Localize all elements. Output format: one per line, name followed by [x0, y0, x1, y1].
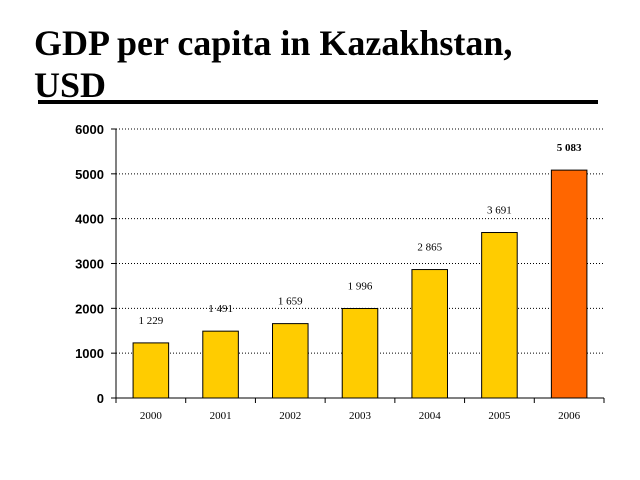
x-tick-label-2000: 2000	[140, 410, 163, 422]
bar-2002	[272, 323, 309, 399]
data-label-2003: 1 996	[348, 281, 373, 293]
y-tick-label: 1000	[75, 346, 104, 361]
y-tick-label: 5000	[75, 167, 104, 182]
x-tick-label-2005: 2005	[488, 410, 511, 422]
x-tick-label-2002: 2002	[279, 410, 301, 422]
x-tick-label-2006: 2006	[558, 410, 581, 422]
x-tick-label-2004: 2004	[419, 410, 442, 422]
data-label-2002: 1 659	[278, 296, 303, 308]
y-tick-label: 6000	[75, 122, 104, 137]
data-label-2005: 3 691	[487, 205, 512, 217]
bar-2003	[341, 308, 379, 399]
y-tick-label: 3000	[75, 257, 104, 272]
title-line-2: USD	[34, 65, 107, 105]
x-tick-label-2003: 2003	[349, 410, 372, 422]
bar-2004	[411, 269, 448, 399]
y-tick-label: 2000	[75, 301, 104, 316]
x-tick-label-2001: 2001	[210, 410, 232, 422]
y-tick-label: 0	[97, 391, 104, 406]
bar-2006	[550, 169, 588, 399]
bar-2001	[202, 330, 239, 399]
data-label-2004: 2 865	[417, 242, 442, 254]
bar-2000	[132, 342, 170, 399]
bar-2005	[481, 232, 518, 399]
data-label-2001: 1 491	[208, 303, 233, 315]
page-title: GDP per capita in Kazakhstan, USD	[34, 22, 594, 106]
data-label-2006: 5 083	[557, 142, 582, 154]
title-underline	[38, 100, 598, 104]
title-line-1: GDP per capita in Kazakhstan,	[34, 23, 513, 63]
y-tick-label: 4000	[75, 212, 104, 227]
data-label-2000: 1 229	[138, 315, 163, 327]
